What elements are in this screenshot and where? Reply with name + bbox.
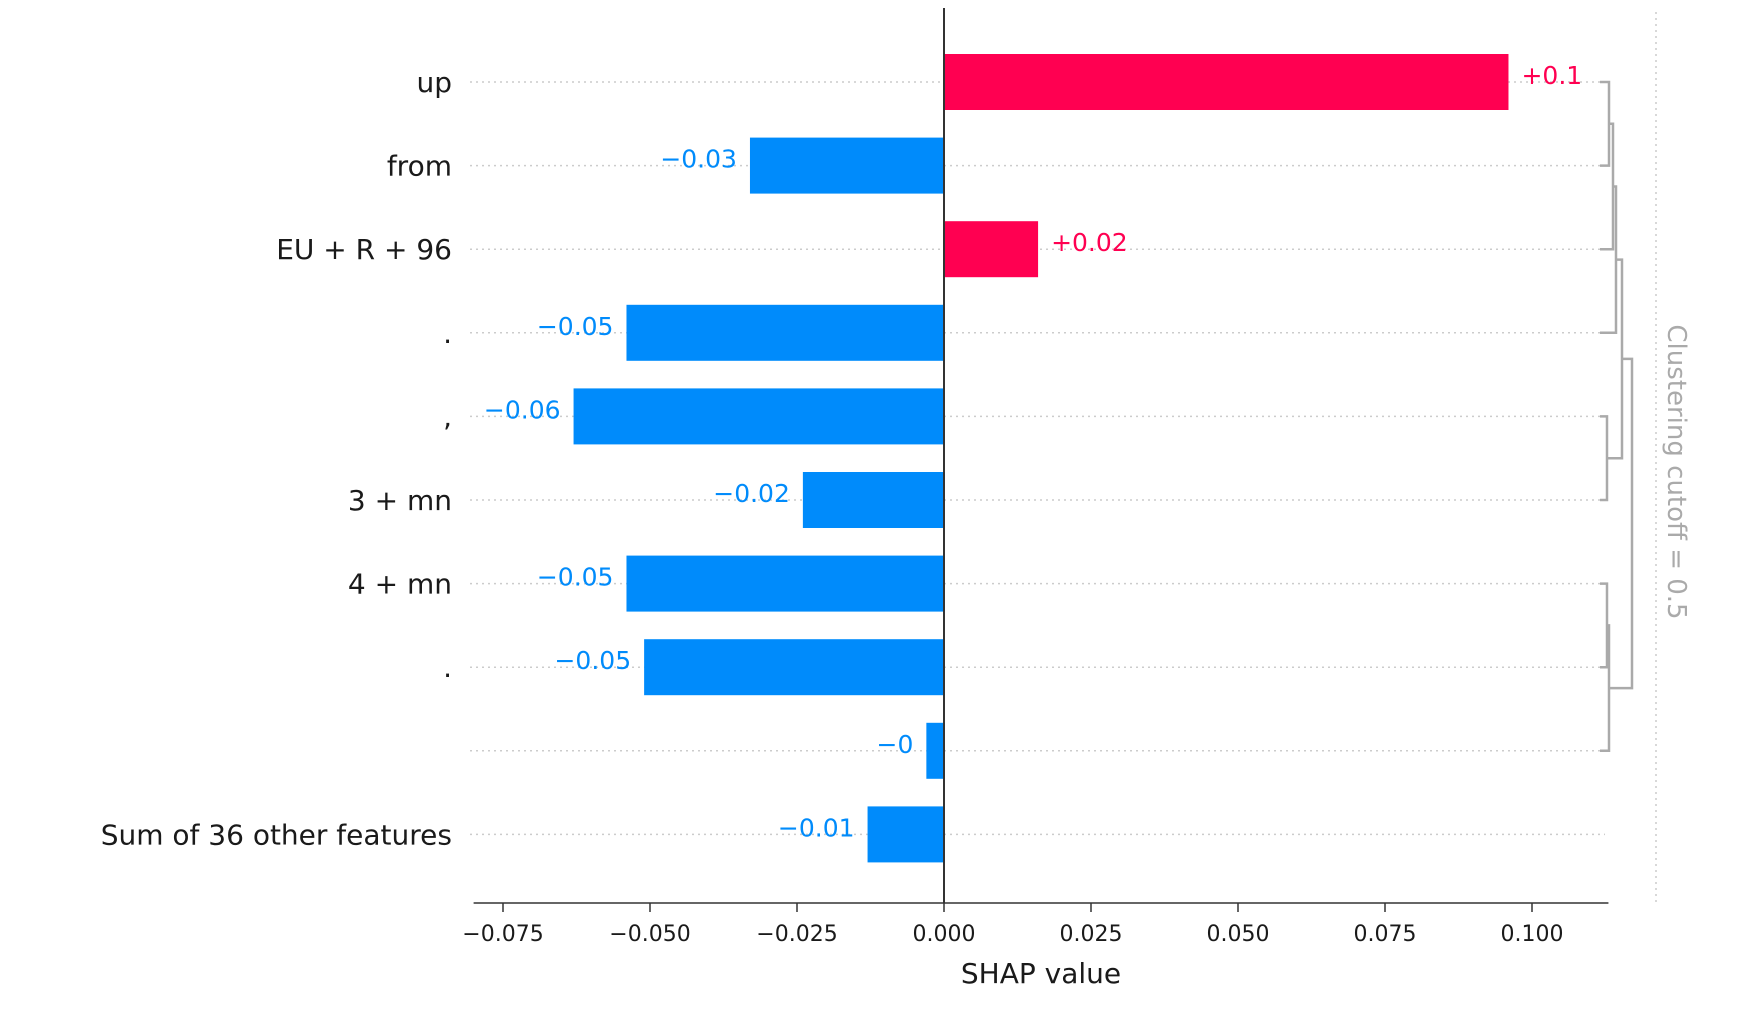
x-axis: −0.075 −0.050 −0.025 0.000 0.025 0.050 0.075 0.… [462, 902, 1609, 947]
x-tick-label: 0.025 [1060, 922, 1123, 947]
value-label: −0.05 [537, 563, 614, 592]
x-tick-label: −0.075 [462, 922, 543, 947]
feature-label: from [387, 150, 452, 183]
dendrogram-branch [1600, 122, 1615, 251]
bar [626, 555, 944, 612]
clustering-cutoff-label: Clustering cutoff = 0.5 [1661, 324, 1691, 619]
feature-label: . [443, 651, 452, 684]
bar [944, 221, 1039, 278]
feature-label: 4 + mn [348, 568, 452, 601]
feature-label: EU + R + 96 [276, 233, 452, 266]
clustering-dendrogram [1600, 12, 1657, 903]
value-label: +0.02 [1051, 228, 1128, 257]
bars-layer: up +0.1 from −0.03 EU + R + 96 +0.02. −0.05, −0… [101, 54, 1582, 863]
bar [749, 137, 944, 194]
bar [626, 304, 944, 361]
feature-label: , [443, 400, 452, 433]
dendrogram-branch [1600, 415, 1609, 502]
value-label: −0.06 [484, 395, 561, 424]
dendrogram-branch [1600, 582, 1609, 669]
bar [644, 639, 944, 696]
x-tick-label: −0.025 [756, 922, 837, 947]
value-label: −0 [877, 730, 914, 759]
grid-layer [470, 81, 1605, 836]
value-label: −0.05 [537, 312, 614, 341]
x-tick-label: 0.100 [1501, 922, 1564, 947]
value-label: −0.05 [554, 646, 631, 675]
x-tick-label: 0.075 [1354, 922, 1417, 947]
feature-label: 3 + mn [348, 484, 452, 517]
x-tick-label: −0.050 [609, 922, 690, 947]
bar [944, 54, 1509, 110]
value-label: +0.1 [1521, 61, 1582, 90]
value-label: −0.02 [713, 479, 790, 508]
bar [802, 472, 944, 528]
bar [926, 722, 944, 779]
bar [867, 806, 944, 863]
x-tick-label: 0.000 [913, 922, 976, 947]
dendrogram-branch [1607, 258, 1624, 460]
value-label: −0.01 [778, 813, 855, 842]
feature-label: up [416, 66, 452, 99]
x-axis-title: SHAP value [961, 957, 1121, 990]
feature-label: . [443, 317, 452, 350]
feature-label: Sum of 36 other features [101, 818, 452, 851]
dendrogram-branch [1609, 357, 1634, 690]
x-tick-label: 0.050 [1207, 922, 1270, 947]
value-label: −0.03 [660, 145, 737, 174]
bar [573, 388, 944, 445]
dendrogram-branch [1600, 80, 1611, 167]
